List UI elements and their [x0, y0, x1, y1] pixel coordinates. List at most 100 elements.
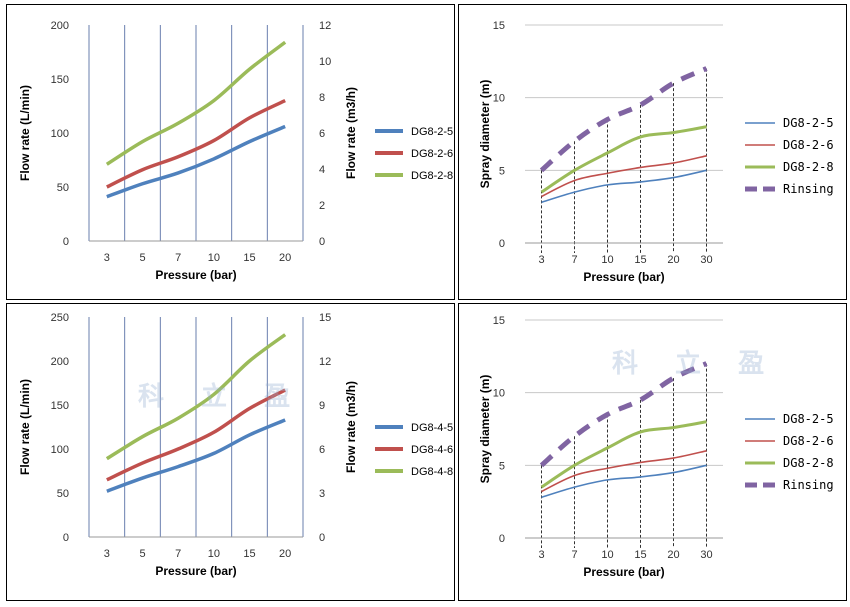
chart-svg: 0 5 10 15 3 7 10 15 20 30 Pressure (bar) Spray diam…: [478, 315, 834, 579]
x-tick-label: 30: [700, 254, 712, 266]
y2-tick-label: 9: [319, 400, 325, 412]
chart-svg: 0 50 100 150 200 250 0 3 6 9 12 15 3 5 7 10 15 20 Pressure…: [18, 312, 453, 578]
x-tick-label: 3: [104, 252, 110, 264]
y-tick-label: 5: [499, 460, 505, 472]
y-axis-title: Spray diameter (m): [478, 80, 492, 189]
y-tick-label: 50: [57, 488, 69, 500]
series-line-dg8-2-6: [541, 155, 707, 198]
x-tick-label: 30: [700, 549, 712, 561]
y-tick-label: 150: [51, 400, 69, 412]
y2-tick-label: 6: [319, 128, 325, 140]
x-tick-label: 10: [208, 252, 220, 264]
x-tick-label: 7: [571, 254, 577, 266]
y-tick-label: 100: [51, 128, 69, 140]
series-line-dg8-2-8: [540, 420, 707, 489]
y2-tick-label: 3: [319, 488, 325, 500]
spray-diameter-chart-bottom: 0 5 10 15 3 7 10 15 20 30 Pressure (bar) Spray diam…: [458, 303, 847, 601]
y-tick-label: 10: [493, 93, 505, 105]
y2-tick-label: 15: [319, 312, 331, 324]
y2-tick-label: 12: [319, 356, 331, 368]
y-tick-label: 5: [499, 165, 505, 177]
chart-svg: 0 50 100 150 200 0 2 4 6 8 10 12 3 5 7 10 15 20 Pressure (…: [18, 20, 453, 282]
legend-label: DG8-2-8: [783, 160, 834, 174]
x-tick-label: 7: [175, 252, 181, 264]
y-tick-label: 0: [63, 532, 69, 544]
y2-tick-label: 6: [319, 444, 325, 456]
series-line-dg8-2-8: [105, 40, 287, 166]
y2-tick-label: 4: [319, 164, 325, 176]
x-tick-label: 10: [208, 548, 220, 560]
legend-label: DG8-2-5: [411, 126, 453, 138]
x-axis-title: Pressure (bar): [583, 565, 664, 579]
y-tick-label: 0: [499, 533, 505, 545]
x-tick-label: 7: [571, 549, 577, 561]
legend-label: DG8-4-5: [411, 422, 453, 434]
x-tick-label: 3: [104, 548, 110, 560]
y-tick-label: 15: [493, 20, 505, 32]
x-axis-title: Pressure (bar): [155, 564, 236, 578]
x-tick-label: 15: [243, 548, 255, 560]
y-tick-label: 150: [51, 74, 69, 86]
legend-label: DG8-2-8: [783, 456, 834, 470]
spray-diameter-chart-top: 0 5 10 15 3 7 10 15 20 30 Pressure (bar) Spray diam…: [458, 4, 847, 300]
flow-rate-chart-dg8-4: 0 50 100 150 200 250 0 3 6 9 12 15 3 5 7 10 15 20 Pressure…: [6, 303, 455, 601]
series-line-dg8-2-5: [541, 464, 707, 499]
x-tick-label: 3: [538, 254, 544, 266]
series-line-rinsing: [539, 361, 708, 468]
legend-label: DG8-4-8: [411, 466, 453, 478]
x-tick-label: 20: [279, 548, 291, 560]
x-tick-label: 15: [634, 254, 646, 266]
y-tick-label: 200: [51, 356, 69, 368]
legend-label: Rinsing: [783, 478, 834, 492]
series-line-dg8-2-8: [540, 125, 707, 194]
x-tick-label: 15: [243, 252, 255, 264]
series-line-dg8-2-6: [106, 99, 286, 189]
y-tick-label: 0: [63, 236, 69, 248]
x-tick-label: 10: [601, 549, 613, 561]
series-line-rinsing: [539, 66, 708, 173]
x-tick-label: 15: [634, 549, 646, 561]
y-axis-title: Flow rate (L/min): [18, 85, 32, 181]
series-line-dg8-4-8: [105, 333, 287, 461]
y2-tick-label: 0: [319, 236, 325, 248]
watermark-text-right: 科 立 盈: [612, 349, 779, 379]
watermark-text: 科 立 盈: [138, 382, 305, 412]
y-tick-label: 200: [51, 20, 69, 32]
y-tick-label: 100: [51, 444, 69, 456]
x-tick-label: 10: [601, 254, 613, 266]
legend-label: DG8-2-8: [411, 170, 453, 182]
legend-label: Rinsing: [783, 182, 834, 196]
x-tick-label: 20: [667, 254, 679, 266]
y2-tick-label: 0: [319, 532, 325, 544]
y2-tick-label: 2: [319, 200, 325, 212]
series-line-dg8-2-5: [106, 124, 286, 199]
grid: [525, 24, 723, 253]
y-tick-label: 50: [57, 182, 69, 194]
legend-label: DG8-4-6: [411, 444, 453, 456]
x-tick-label: 20: [667, 549, 679, 561]
y2-tick-label: 8: [319, 92, 325, 104]
y-tick-label: 15: [493, 315, 505, 327]
legend-label: DG8-2-6: [783, 434, 834, 448]
legend-label: DG8-2-5: [783, 116, 834, 130]
x-tick-label: 3: [538, 549, 544, 561]
y-tick-label: 0: [499, 238, 505, 250]
y2-tick-label: 10: [319, 56, 331, 68]
chart-svg: 0 5 10 15 3 7 10 15 20 30 Pressure (bar) Spray diam…: [478, 20, 834, 284]
flow-rate-chart-dg8-2: 0 50 100 150 200 0 2 4 6 8 10 12 3 5 7 10 15 20 Pressure (…: [6, 4, 455, 300]
x-tick-label: 5: [139, 548, 145, 560]
y-tick-label: 250: [51, 312, 69, 324]
legend-label: DG8-2-5: [783, 412, 834, 426]
series-line-dg8-2-6: [541, 450, 707, 493]
series-line-dg8-2-5: [541, 169, 707, 204]
x-tick-label: 5: [139, 252, 145, 264]
series-line-dg8-4-5: [106, 418, 286, 493]
grid: [88, 317, 304, 538]
x-axis-title: Pressure (bar): [155, 268, 236, 282]
y-axis-title: Spray diameter (m): [478, 375, 492, 484]
legend-label: DG8-2-6: [783, 138, 834, 152]
y2-tick-label: 12: [319, 20, 331, 32]
legend-label: DG8-2-6: [411, 148, 453, 160]
y2-axis-title: Flow rate (m3/h): [344, 87, 358, 179]
x-axis-title: Pressure (bar): [583, 270, 664, 284]
